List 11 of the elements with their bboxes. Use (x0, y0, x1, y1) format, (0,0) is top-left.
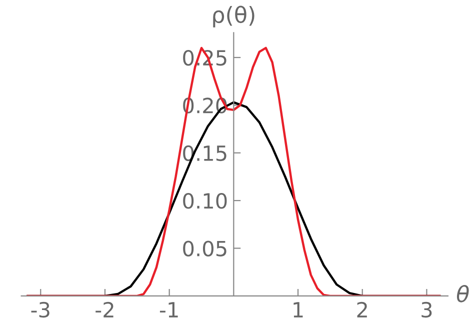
x-tick-label: -1 (160, 302, 178, 318)
line-series (26, 46, 441, 296)
x-tick-label: 1 (294, 302, 303, 318)
y-tick-label: 0.05 (183, 240, 226, 256)
x-tick-label: 2 (357, 302, 367, 318)
y-tick-label: 0.10 (183, 193, 227, 209)
x-tick-label: 3 (422, 302, 432, 318)
x-tick-label: -3 (31, 302, 50, 318)
x-axis-title: θ (456, 285, 469, 302)
x-tick-label: -2 (96, 302, 114, 318)
y-axis-title: ρ(θ) (213, 6, 254, 28)
